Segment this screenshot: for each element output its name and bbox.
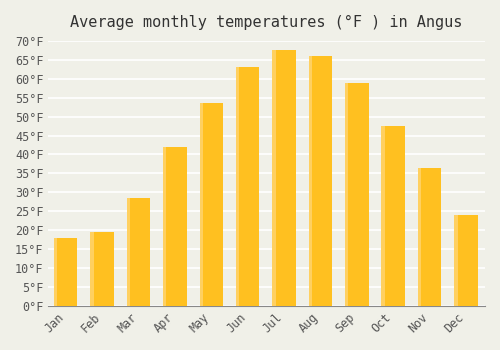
Title: Average monthly temperatures (°F ) in Angus: Average monthly temperatures (°F ) in An… bbox=[70, 15, 463, 30]
Bar bbox=[90, 232, 94, 306]
Bar bbox=[54, 238, 58, 306]
Bar bbox=[128, 198, 150, 306]
Bar bbox=[346, 83, 368, 306]
Bar bbox=[163, 147, 166, 306]
Bar bbox=[418, 168, 421, 306]
Bar bbox=[308, 56, 312, 306]
Bar bbox=[420, 168, 442, 306]
Bar bbox=[345, 83, 348, 306]
Bar bbox=[456, 215, 477, 306]
Bar bbox=[310, 56, 332, 306]
Bar bbox=[454, 215, 458, 306]
Bar bbox=[201, 103, 223, 306]
Bar bbox=[127, 198, 130, 306]
Bar bbox=[56, 238, 78, 306]
Bar bbox=[200, 103, 203, 306]
Bar bbox=[274, 50, 296, 306]
Bar bbox=[272, 50, 276, 306]
Bar bbox=[92, 232, 114, 306]
Bar bbox=[382, 126, 385, 306]
Bar bbox=[383, 126, 405, 306]
Bar bbox=[238, 68, 260, 306]
Bar bbox=[165, 147, 186, 306]
Bar bbox=[236, 68, 239, 306]
